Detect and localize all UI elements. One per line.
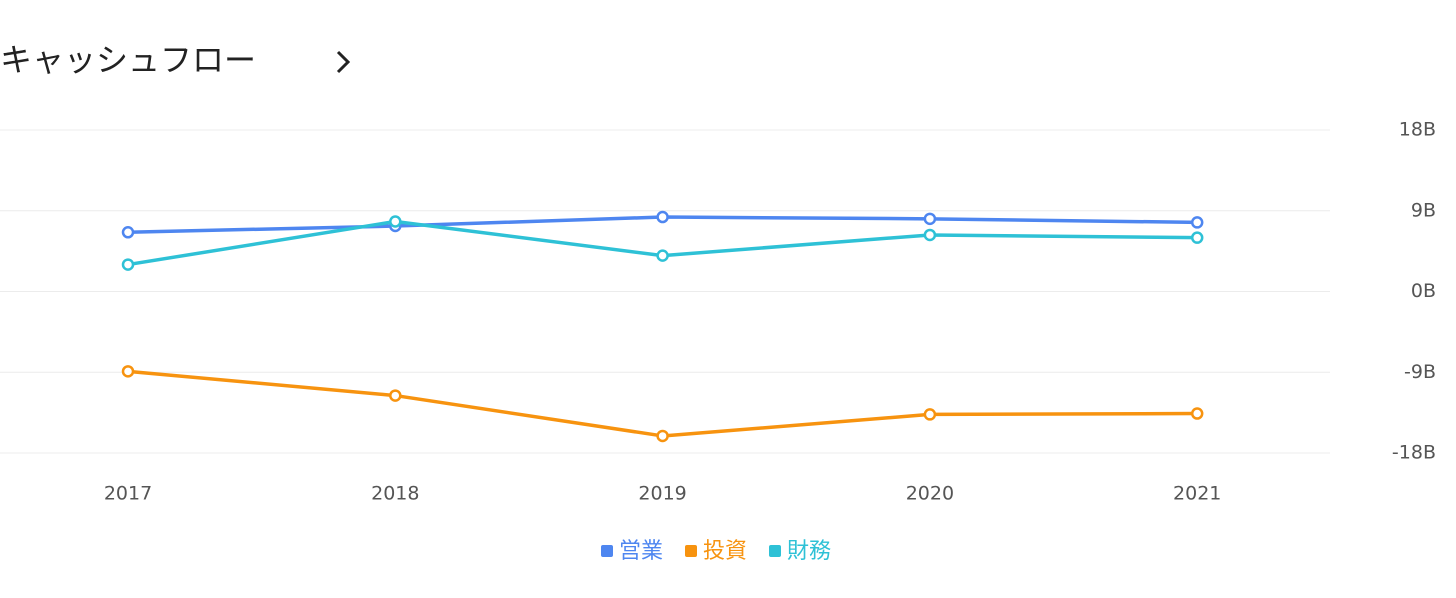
- point: [1190, 231, 1204, 244]
- y-tick-label: -9B: [1404, 361, 1436, 383]
- legend-swatch: [769, 545, 781, 557]
- legend-label: 投資: [703, 539, 747, 564]
- y-tick-label: 9B: [1411, 199, 1436, 221]
- point: [121, 365, 135, 378]
- legend-label: 財務: [787, 539, 831, 564]
- point: [121, 258, 135, 271]
- legend-label: 営業: [619, 539, 663, 564]
- y-tick-label: -18B: [1392, 442, 1436, 464]
- point: [389, 215, 402, 228]
- point: [656, 210, 669, 224]
- y-tick-label: 18B: [1399, 119, 1436, 141]
- x-tick-label: 2018: [371, 483, 419, 505]
- point: [656, 429, 669, 443]
- x-tick-label: 2019: [638, 483, 686, 505]
- y-tick-label: 0B: [1411, 280, 1436, 302]
- series-line: [127, 369, 1198, 438]
- point: [1190, 216, 1204, 229]
- x-tick-label: 2021: [1173, 483, 1221, 505]
- point: [389, 389, 402, 402]
- x-tick-label: 2017: [104, 483, 152, 505]
- point: [923, 408, 937, 421]
- point: [923, 212, 937, 226]
- chart-title: キャッシュフロー: [0, 41, 256, 79]
- point: [1190, 407, 1204, 420]
- point: [923, 228, 937, 242]
- point: [121, 226, 135, 239]
- x-tick-label: 2020: [906, 483, 954, 505]
- title-chevron[interactable]: [336, 50, 351, 74]
- legend-swatch: [685, 545, 697, 557]
- point: [656, 249, 669, 262]
- legend-swatch: [601, 545, 613, 557]
